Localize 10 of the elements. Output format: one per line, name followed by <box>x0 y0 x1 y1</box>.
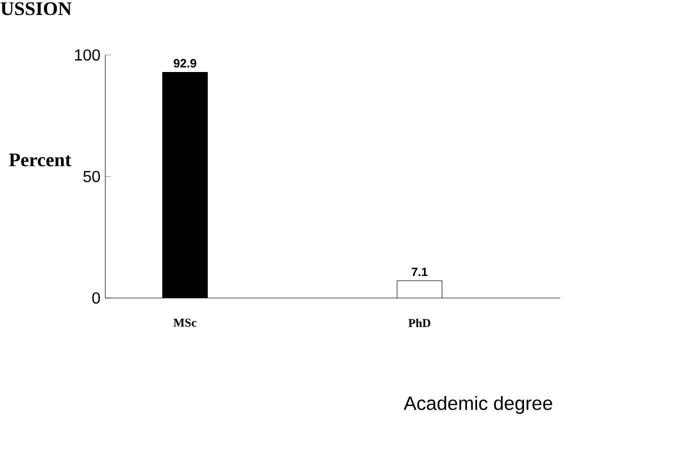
text: USSION <box>0 2 72 16</box>
data-label: 7.1 <box>412 268 428 276</box>
y-tick-label: 50 <box>83 170 100 182</box>
x-axis-title: Academic degree <box>404 396 552 414</box>
y-tick-label: 0 <box>92 292 100 304</box>
x-tick-label: MSc <box>174 318 196 327</box>
data-label: 92.9 <box>174 59 196 68</box>
y-tick-label: 100 <box>75 49 100 61</box>
x-tick-label: PhD <box>408 318 430 328</box>
y-axis-title: Percent <box>9 154 72 166</box>
